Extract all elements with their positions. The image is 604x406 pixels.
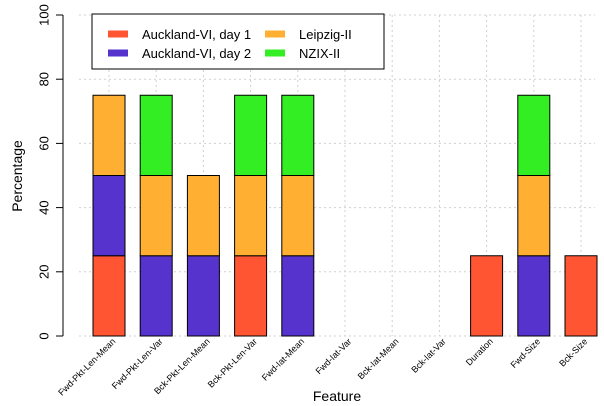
y-tick-label: 0	[36, 332, 51, 339]
y-tick-label: 40	[36, 200, 51, 214]
bar-segment	[517, 255, 551, 337]
legend-label: NZIX-II	[299, 46, 340, 61]
bar-segment	[234, 94, 268, 176]
bar-segment	[281, 255, 315, 337]
bar-segment	[564, 255, 598, 337]
y-tick-label: 20	[36, 265, 51, 279]
x-tick-label: Bck-Size	[557, 336, 589, 368]
bars	[92, 94, 598, 337]
bar-segment	[186, 175, 220, 257]
bar-segment	[517, 175, 551, 257]
x-tick-label: Duration	[464, 336, 495, 367]
x-tick-label: Fwd-Pkt-Len-Mean	[56, 336, 117, 397]
bar-segment	[281, 94, 315, 176]
x-tick-label: Bck-Pkt-Len-Var	[206, 336, 259, 389]
bar-segment	[281, 175, 315, 257]
bar-segment	[92, 255, 126, 337]
bar-segment	[234, 175, 268, 257]
bar-segment	[186, 255, 220, 337]
bar-segment	[92, 94, 126, 176]
x-tick-label: Fwd-Iat-Mean	[260, 336, 306, 382]
y-axis-title: Percentage	[9, 140, 25, 212]
y-tick-label: 60	[36, 136, 51, 150]
y-tick-label: 100	[36, 4, 51, 26]
x-tick-label: Bck-Iat-Mean	[356, 336, 401, 381]
bar-segment	[92, 175, 126, 257]
x-tick-label: Bck-Iat-Var	[409, 336, 447, 374]
legend-label: Auckland-VI, day 2	[142, 46, 251, 61]
legend-box	[91, 13, 385, 70]
bar-segment	[517, 94, 551, 176]
bar-segment	[139, 175, 173, 257]
legend-label: Leipzig-II	[299, 27, 352, 42]
bar-segment	[139, 255, 173, 337]
legend-label: Auckland-VI, day 1	[142, 27, 251, 42]
x-axis-title: Feature	[313, 388, 361, 404]
x-tick-label: Fwd-Iat-Var	[314, 336, 354, 376]
bar-segment	[139, 94, 173, 176]
x-tick-label: Fwd-Pkt-Len-Var	[110, 336, 165, 391]
x-tick-label: Fwd-Size	[509, 336, 543, 370]
bar-segment	[234, 255, 268, 337]
bar-segment	[470, 255, 504, 337]
legend: Auckland-VI, day 1 Auckland-VI, day 2 Leip…	[91, 13, 385, 70]
y-tick-label: 80	[36, 72, 51, 86]
